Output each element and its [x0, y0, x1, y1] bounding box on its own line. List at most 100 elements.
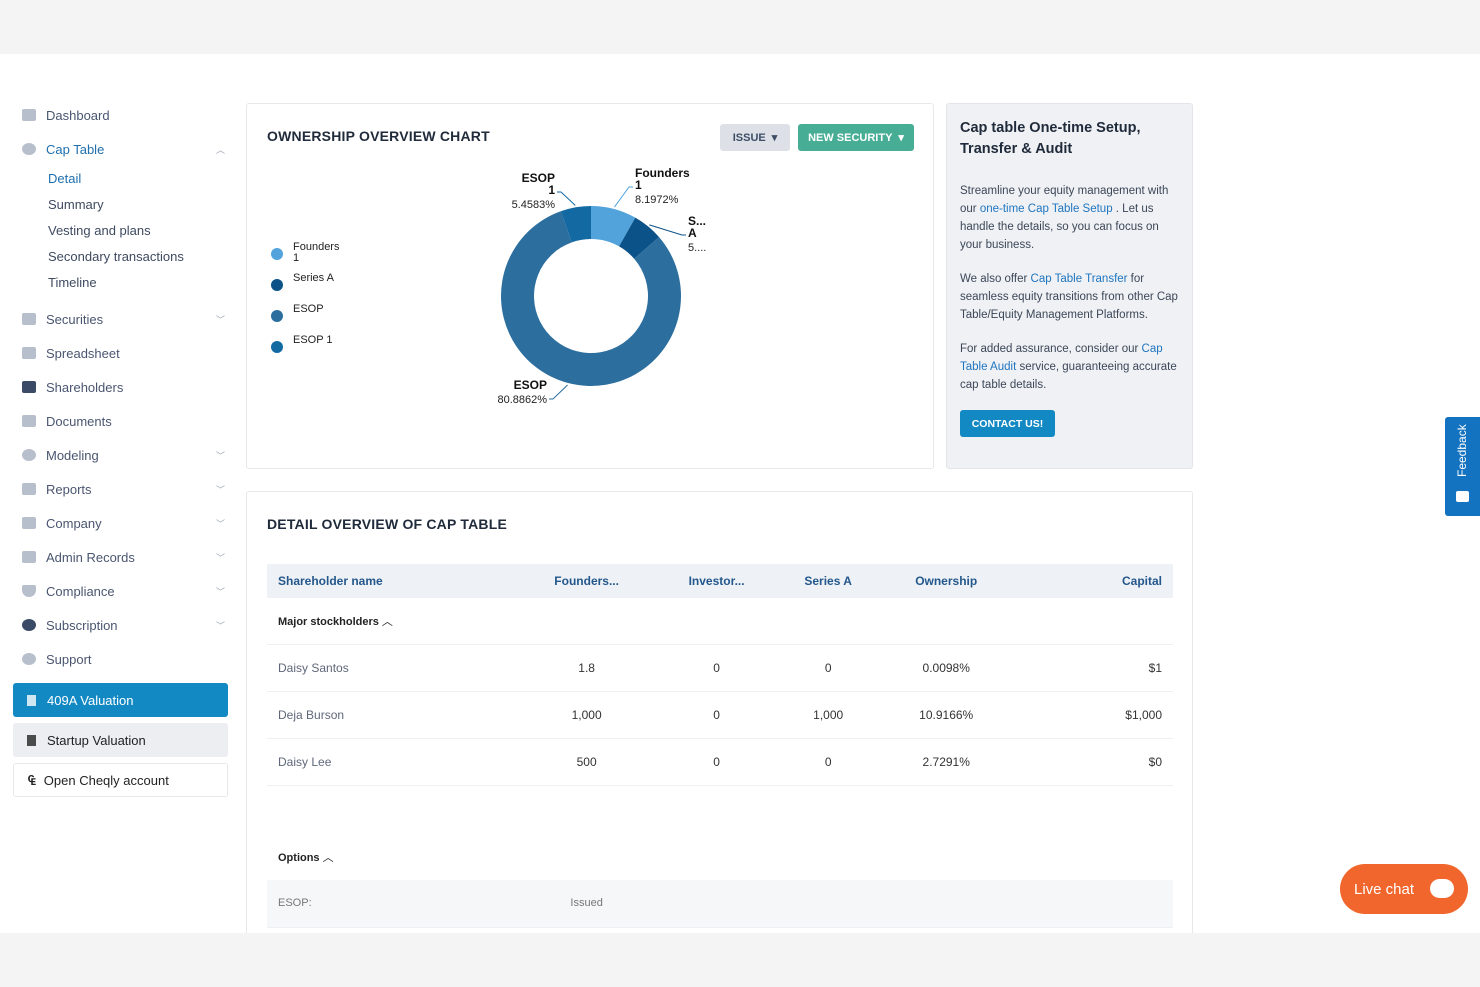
cell: $1,000	[1013, 691, 1173, 739]
chevron-down-icon: ﹀	[215, 484, 225, 495]
sidebar-item-shareholders[interactable]: Shareholders	[13, 370, 228, 404]
slice-label-value: 5....	[688, 242, 706, 254]
sidebar-item-spreadsheet[interactable]: Spreadsheet	[13, 336, 228, 370]
sidebar-sub-secondary[interactable]: Secondary transactions	[48, 249, 184, 264]
text: We also offer	[960, 273, 1031, 285]
donut-chart: Founders18.1972%S...A5....ESOP80.8862%ES…	[497, 166, 706, 406]
group-major-stockholders[interactable]: Major stockholders ︿	[267, 598, 1173, 645]
clipboard-icon	[22, 313, 36, 325]
legend-item[interactable]: Founders 1	[271, 242, 339, 273]
label: Cap Table	[46, 141, 105, 157]
409a-valuation-button[interactable]: 409A Valuation	[13, 683, 228, 717]
table-row[interactable]: Deja Burson 1,000 0 1,000 10.9166% $1,000	[267, 691, 1173, 739]
issue-dropdown-button[interactable]: ISSUE ▾	[720, 124, 790, 151]
document-icon	[27, 694, 36, 706]
live-chat-button[interactable]: Live chat	[1340, 864, 1468, 914]
sidebar-item-documents[interactable]: Documents	[13, 404, 228, 438]
promo-panel: Cap table One-time Setup, Transfer & Aud…	[946, 103, 1193, 469]
legend-dot	[271, 279, 283, 291]
sidebar-item-support[interactable]: Support	[13, 642, 228, 676]
sidebar-item-company[interactable]: Company ﹀	[13, 506, 228, 540]
sidebar-sub-detail[interactable]: Detail	[48, 171, 82, 186]
sidebar-sub-timeline[interactable]: Timeline	[48, 275, 97, 290]
legend-item[interactable]: Series A	[271, 273, 339, 304]
chevron-down-icon: ﹀	[215, 586, 225, 597]
sidebar-item-modeling[interactable]: Modeling ﹀	[13, 438, 228, 472]
chevron-up-icon: ︿	[381, 615, 393, 628]
support-icon	[22, 653, 36, 665]
legend-dot	[271, 310, 283, 322]
feedback-tab[interactable]: Feedback	[1445, 417, 1480, 516]
table-row[interactable]: Daisy Lee 500 0 0 2.7291% $0	[267, 738, 1173, 786]
label-leader-line	[649, 224, 686, 236]
legend-dot	[271, 341, 283, 353]
slice-label-name: S...	[688, 214, 706, 228]
label-leader-line	[557, 191, 576, 206]
sidebar: Dashboard Cap Table ︿ Detail Summary Vest…	[13, 98, 228, 797]
transfer-link[interactable]: Cap Table Transfer	[1030, 273, 1128, 285]
chevron-down-icon: ﹀	[215, 620, 225, 631]
cell: $0	[1013, 738, 1173, 786]
spacer	[267, 785, 1173, 834]
sidebar-item-cap-table[interactable]: Cap Table ︿	[13, 132, 228, 166]
sidebar-item-dashboard[interactable]: Dashboard	[13, 98, 228, 132]
label: ISSUE	[732, 131, 766, 144]
donut-slice[interactable]	[591, 206, 636, 247]
legend-item[interactable]: ESOP	[271, 304, 339, 335]
donut-slice[interactable]	[560, 206, 591, 243]
cell: 0	[656, 691, 777, 739]
label: Options	[278, 852, 320, 864]
open-cheqly-button[interactable]: ₠ Open Cheqly account	[13, 763, 228, 797]
label: Company	[46, 515, 102, 531]
sidebar-item-reports[interactable]: Reports ﹀	[13, 472, 228, 506]
sidebar-item-securities[interactable]: Securities ﹀	[13, 302, 228, 336]
audit-link[interactable]: Cap Table Audit	[960, 343, 1163, 373]
col-founders[interactable]: Founders...	[517, 564, 657, 598]
slice-label-value: 5.4583%	[512, 199, 556, 211]
chevron-up-icon: ︿	[322, 852, 334, 864]
sidebar-sub-vesting[interactable]: Vesting and plans	[48, 223, 151, 238]
legend-item[interactable]: ESOP 1	[271, 335, 339, 366]
cell: $1	[1013, 644, 1173, 692]
legend-label: ESOP	[293, 303, 324, 315]
col-ownership[interactable]: Ownership	[879, 564, 1013, 598]
label: Subscription	[46, 617, 118, 633]
donut-slice[interactable]	[501, 211, 681, 386]
slice-label-name: ESOP	[514, 378, 547, 392]
label: Securities	[46, 311, 104, 327]
group-options[interactable]: Options ︿	[267, 834, 1173, 880]
startup-valuation-button[interactable]: Startup Valuation	[13, 723, 228, 757]
building-icon	[22, 517, 36, 529]
promo-paragraph: Streamline your equity management with o…	[960, 182, 1179, 254]
setup-link[interactable]: one-time Cap Table Setup	[979, 203, 1113, 215]
contact-us-button[interactable]: CONTACT US!	[960, 410, 1055, 437]
new-security-dropdown-button[interactable]: NEW SECURITY ▾	[798, 124, 914, 151]
text: service, guaranteeing accurate cap table…	[960, 361, 1177, 391]
col-series-a[interactable]: Series A	[776, 564, 880, 598]
cell: 1,000	[776, 691, 880, 739]
table-row[interactable]: Daisy Santos 1.8 0 0 0.0098% $1	[267, 644, 1173, 692]
label: Spreadsheet	[46, 345, 120, 361]
records-icon	[22, 551, 36, 563]
bottom-bar	[0, 933, 1480, 987]
table-header: Shareholder name Founders... Investor...…	[267, 564, 1173, 598]
promo-paragraph: For added assurance, consider our Cap Ta…	[960, 340, 1179, 394]
sidebar-item-admin-records[interactable]: Admin Records ﹀	[13, 540, 228, 574]
lightbulb-icon	[22, 449, 36, 461]
donut-slice[interactable]	[619, 217, 660, 259]
chat-bubble-icon	[1430, 879, 1454, 898]
sidebar-sub-summary[interactable]: Summary	[48, 197, 104, 212]
ownership-chart-card: OWNERSHIP OVERVIEW CHART ISSUE ▾ NEW SECU…	[246, 103, 934, 469]
cell: 1.8	[517, 644, 657, 692]
col-shareholder[interactable]: Shareholder name	[267, 564, 517, 598]
esop-label: ESOP:	[267, 880, 517, 928]
col-investor[interactable]: Investor...	[656, 564, 777, 598]
col-capital[interactable]: Capital	[1013, 564, 1173, 598]
label-leader-line	[614, 186, 633, 208]
label: Dashboard	[46, 107, 110, 123]
promo-paragraph: We also offer Cap Table Transfer for sea…	[960, 270, 1179, 324]
cell: Deja Burson	[267, 691, 517, 739]
sidebar-item-subscription[interactable]: Subscription ﹀	[13, 608, 228, 642]
sidebar-item-compliance[interactable]: Compliance ﹀	[13, 574, 228, 608]
chevron-down-icon: ﹀	[215, 552, 225, 563]
